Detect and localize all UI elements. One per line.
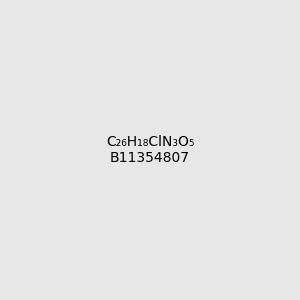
Text: C₂₆H₁₈ClN₃O₅
B11354807: C₂₆H₁₈ClN₃O₅ B11354807	[106, 135, 194, 165]
